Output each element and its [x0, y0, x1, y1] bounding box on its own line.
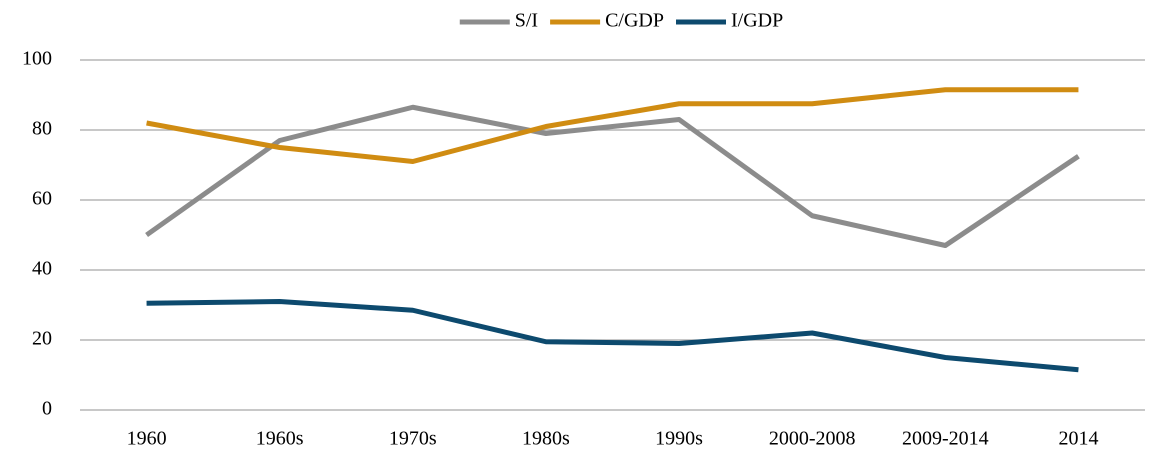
y-tick-label: 80 — [32, 118, 52, 140]
y-tick-label: 60 — [32, 188, 52, 210]
y-tick-label: 100 — [22, 48, 52, 70]
y-tick-label: 20 — [32, 328, 52, 350]
legend-label: C/GDP — [605, 10, 664, 32]
x-tick-label: 1990s — [655, 428, 703, 450]
x-tick-label: 1960s — [256, 428, 304, 450]
x-tick-label: 1970s — [389, 428, 437, 450]
y-tick-label: 40 — [32, 258, 52, 280]
legend-label: I/GDP — [731, 10, 783, 32]
x-tick-label: 1980s — [522, 428, 570, 450]
line-series — [145, 104, 1080, 248]
y-tick-label: 0 — [42, 398, 52, 420]
legend-label: S/I — [515, 10, 538, 32]
x-tick-label: 2000-2008 — [769, 428, 856, 450]
line-series — [146, 299, 1079, 373]
x-tick-label: 2014 — [1058, 428, 1098, 450]
line-series — [146, 87, 1079, 164]
x-tick-label: 1960 — [127, 428, 167, 450]
x-tick-label: 2009-2014 — [902, 428, 989, 450]
